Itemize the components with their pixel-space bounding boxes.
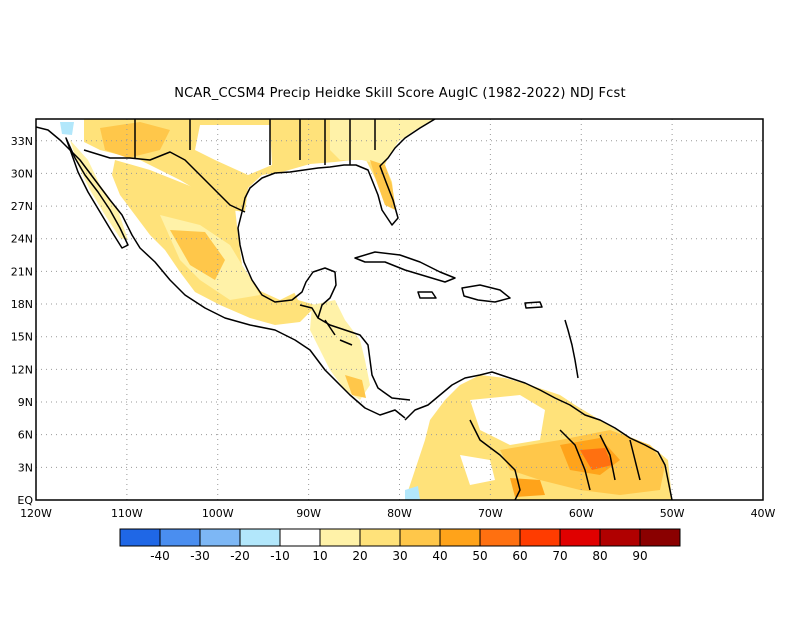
shading-us-east — [330, 119, 435, 165]
shading-ca-orange — [345, 375, 366, 398]
lon-label-40W: 40W — [751, 507, 776, 520]
lat-label-15N: 15N — [11, 331, 33, 344]
colorbar-swatch — [479, 528, 521, 547]
colorbar-label: 20 — [352, 549, 367, 563]
colorbar-label: -20 — [230, 549, 250, 563]
lat-label-EQ: EQ — [17, 494, 33, 507]
border-sa-guyana — [559, 429, 591, 491]
lon-label-120W: 120W — [20, 507, 52, 520]
lat-label-24N: 24N — [11, 233, 33, 246]
shading-florida — [370, 160, 396, 210]
colorbar-label: 50 — [472, 549, 487, 563]
shading-central-america — [310, 300, 370, 400]
colorbar-label: -10 — [270, 549, 290, 563]
border-us-states — [134, 119, 376, 165]
lat-label-3N: 3N — [18, 461, 33, 474]
colorbar-swatch — [559, 528, 601, 547]
shading-mexico-orange — [170, 230, 225, 280]
lat-label-27N: 27N — [11, 200, 33, 213]
shading-pacific-blue — [60, 122, 74, 135]
lon-label-110W: 110W — [111, 507, 143, 520]
map-frame — [35, 118, 764, 501]
coast-cuba — [354, 251, 456, 283]
colorbar-swatch — [359, 528, 401, 547]
border-ca-1 — [299, 304, 353, 346]
lat-label-12N: 12N — [11, 363, 33, 376]
colorbar-label: 60 — [512, 549, 527, 563]
border-us-mexico — [83, 149, 246, 213]
lat-label-6N: 6N — [18, 429, 33, 442]
coast-hispaniola — [461, 284, 511, 303]
border-sa-suriname — [599, 434, 616, 481]
lat-label-9N: 9N — [18, 396, 33, 409]
colorbar-swatch — [519, 528, 561, 547]
lat-label-18N: 18N — [11, 298, 33, 311]
shading-sa-white2 — [460, 455, 495, 485]
lat-label-21N: 21N — [11, 265, 33, 278]
lon-label-60W: 60W — [569, 507, 594, 520]
colorbar-swatch — [639, 528, 681, 547]
colorbar-swatch — [199, 528, 241, 547]
colorbar-label: 80 — [592, 549, 607, 563]
map-title: NCAR_CCSM4 Precip Heidke Skill Score Aug… — [174, 86, 626, 101]
lon-label-80W: 80W — [387, 507, 412, 520]
shading-sa-red2 — [510, 478, 545, 497]
shading-us-white — [195, 125, 272, 175]
colorbar-label: -40 — [150, 549, 170, 563]
lon-label-90W: 90W — [296, 507, 321, 520]
graticule — [36, 119, 763, 500]
lon-label-100W: 100W — [202, 507, 234, 520]
colorbar-label: 70 — [552, 549, 567, 563]
border-sa-venezuela — [469, 419, 521, 500]
lon-label-50W: 50W — [660, 507, 685, 520]
colorbar-label: 90 — [632, 549, 647, 563]
colorbar-swatch — [439, 528, 481, 547]
latitude-labels: EQ 3N 6N 9N 12N 15N 18N 21N 24N 27N 30N 33N — [11, 135, 34, 507]
lat-label-30N: 30N — [11, 167, 33, 180]
skill-shading — [60, 119, 672, 500]
coast-puerto-rico — [524, 301, 543, 309]
shading-sa-blue — [405, 486, 420, 500]
colorbar-swatch — [159, 528, 201, 547]
coastlines — [36, 119, 673, 500]
colorbar: -40 -30 -20 -10 10 20 30 40 50 60 70 80 90 — [119, 528, 681, 563]
shading-sa-red — [580, 448, 612, 470]
colorbar-label: -30 — [190, 549, 210, 563]
colorbar-label: 10 — [312, 549, 327, 563]
lat-label-33N: 33N — [11, 135, 33, 148]
colorbar-swatch — [319, 528, 361, 547]
coast-baja — [65, 137, 129, 249]
coast-jamaica — [417, 291, 437, 299]
colorbar-label: 30 — [392, 549, 407, 563]
coast-us-mexico-pacific — [36, 126, 406, 419]
colorbar-swatch — [599, 528, 641, 547]
shading-yucatan — [288, 268, 335, 305]
shading-sa-white — [470, 395, 545, 445]
colorbar-swatch — [279, 528, 321, 547]
coast-lesser-antilles — [564, 319, 579, 379]
longitude-labels: 120W 110W 100W 90W 80W 70W 60W 50W 40W — [20, 507, 775, 520]
colorbar-swatch — [399, 528, 441, 547]
colorbar-swatch — [119, 528, 161, 547]
lon-label-70W: 70W — [478, 507, 503, 520]
colorbar-swatch — [239, 528, 281, 547]
border-sa-french — [629, 439, 641, 481]
colorbar-label: 40 — [432, 549, 447, 563]
coast-south-america — [404, 371, 673, 500]
